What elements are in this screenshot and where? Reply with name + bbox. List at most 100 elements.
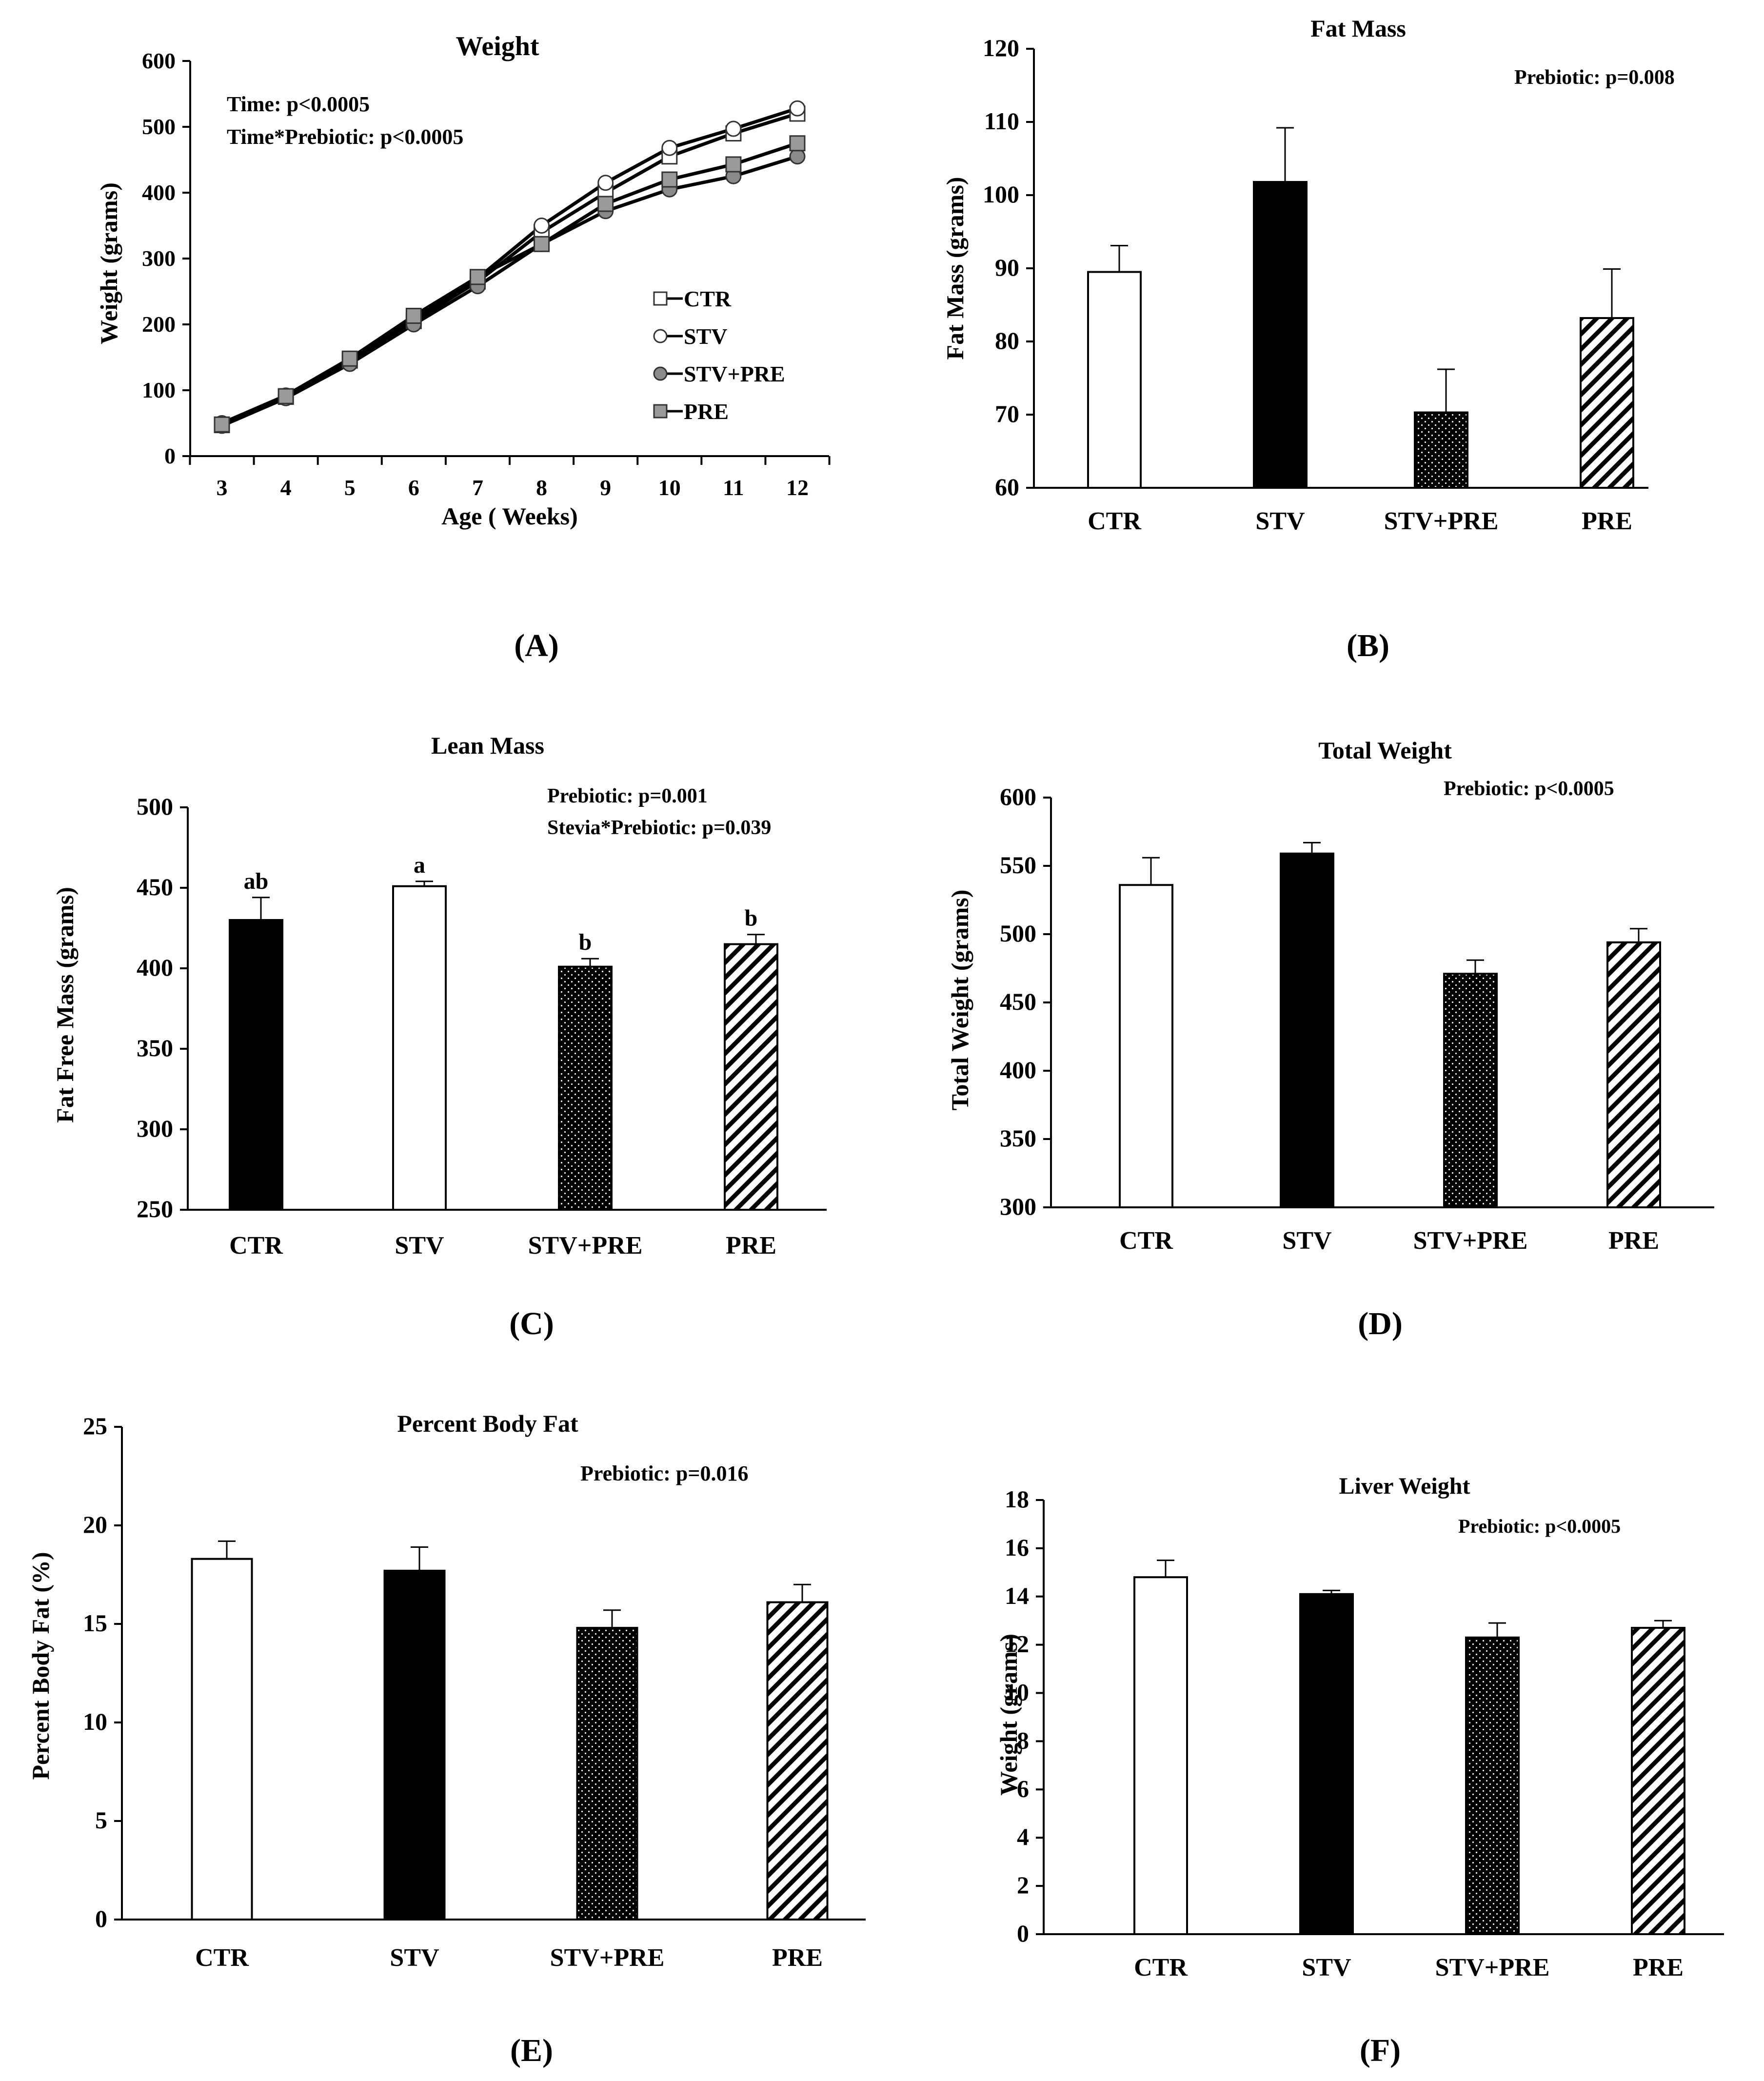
- stat-annotation: Stevia*Prebiotic: p=0.039: [547, 817, 771, 839]
- panel-a-weight-line-chart: Weight Time: p<0.0005 Time*Prebiotic: p<0.…: [95, 31, 831, 530]
- y-tick-label: 100: [983, 180, 1019, 208]
- x-tick-label: PRE: [1582, 507, 1632, 535]
- legend-label: PRE: [684, 399, 729, 424]
- x-tick-label: CTR: [1119, 1227, 1173, 1255]
- x-tick-label: 12: [786, 475, 809, 500]
- data-point: [277, 388, 294, 404]
- x-tick-label: STV: [390, 1944, 439, 1972]
- bar: [1119, 884, 1173, 1208]
- x-tick-label: STV+PRE: [1435, 1954, 1550, 1981]
- y-tick-label: 90: [995, 254, 1019, 281]
- data-point: [597, 196, 614, 212]
- x-tick-label: PRE: [726, 1232, 776, 1260]
- data-point: [469, 269, 486, 285]
- data-point: [725, 120, 742, 137]
- y-tick-label: 300: [137, 1115, 173, 1142]
- stat-annotation: Prebiotic: p=0.008: [1514, 66, 1675, 89]
- chart-title: Percent Body Fat: [397, 1410, 578, 1437]
- x-tick-label: 9: [600, 475, 611, 500]
- x-tick-label: STV: [1302, 1954, 1351, 1981]
- significance-letter: b: [745, 905, 758, 931]
- data-point: [653, 366, 668, 381]
- data-point: [214, 416, 230, 433]
- x-tick-label: 11: [723, 475, 744, 500]
- bar: [229, 919, 283, 1211]
- y-tick-label: 450: [1000, 988, 1036, 1015]
- x-tick-label: CTR: [229, 1232, 283, 1260]
- y-tick-label: 500: [1000, 920, 1036, 947]
- x-tick-label: PRE: [1608, 1227, 1659, 1255]
- panel-label-e: (E): [510, 2033, 553, 2068]
- significance-letter: b: [579, 929, 592, 955]
- data-point: [341, 350, 358, 367]
- bar: [191, 1558, 253, 1921]
- stat-annotation: Prebiotic: p=0.016: [580, 1461, 748, 1485]
- x-tick-label: PRE: [772, 1944, 823, 1972]
- y-tick-label: 8: [1017, 1726, 1029, 1754]
- y-tick-label: 500: [137, 793, 173, 820]
- bar: [1299, 1593, 1354, 1935]
- x-tick-label: 4: [280, 475, 292, 500]
- stat-annotation: Prebiotic: p<0.0005: [1444, 778, 1614, 800]
- y-tick-label: 10: [1005, 1679, 1029, 1706]
- y-tick-label: 550: [1000, 851, 1036, 879]
- y-tick-label: 120: [983, 34, 1019, 61]
- bar: [383, 1569, 446, 1921]
- x-tick-label: STV+PRE: [1384, 507, 1499, 535]
- x-tick-label: STV+PRE: [528, 1232, 643, 1260]
- data-point: [661, 171, 678, 188]
- legend-label: CTR: [684, 286, 732, 311]
- data-point: [653, 404, 668, 419]
- panel-d-total-weight-bar-chart: Total Weight Prebiotic: p<0.0005 300 350 400…: [946, 737, 1714, 1255]
- data-point: [653, 291, 668, 306]
- stat-annotation: Time*Prebiotic: p<0.0005: [227, 125, 463, 149]
- data-point: [725, 156, 742, 173]
- chart-title: Total Weight: [1318, 737, 1452, 764]
- bar: [1580, 317, 1634, 489]
- y-tick-label: 18: [1005, 1485, 1029, 1513]
- panel-c-lean-mass-bar-chart: Lean Mass Prebiotic: p=0.001 Stevia*Prebio…: [51, 732, 827, 1260]
- y-tick-label: 300: [142, 246, 176, 271]
- y-tick-label: 350: [137, 1034, 173, 1061]
- panel-label-a: (A): [514, 628, 559, 663]
- x-tick-label: 7: [472, 475, 483, 500]
- chart-title: Fat Mass: [1310, 15, 1406, 42]
- y-tick-label: 200: [142, 312, 176, 337]
- x-tick-label: STV: [395, 1232, 444, 1260]
- y-tick-label: 80: [995, 327, 1019, 354]
- y-tick-label: 4: [1017, 1823, 1029, 1850]
- y-tick-label: 25: [83, 1412, 107, 1440]
- bar: [1606, 941, 1661, 1209]
- y-axis-label: Fat Free Mass (grams): [51, 887, 79, 1123]
- data-point: [789, 100, 806, 117]
- y-tick-label: 300: [1000, 1193, 1036, 1220]
- y-tick-label: 70: [995, 400, 1019, 427]
- y-tick-label: 600: [1000, 783, 1036, 810]
- bar: [1443, 973, 1498, 1208]
- x-tick-label: STV: [1282, 1227, 1331, 1255]
- data-point: [405, 307, 422, 324]
- y-axis-label: Total Weight (grams): [946, 890, 973, 1111]
- significance-letter: ab: [244, 868, 269, 894]
- y-axis-label: Percent Body Fat (%): [27, 1552, 54, 1780]
- bar: [1465, 1636, 1520, 1935]
- data-point: [789, 135, 806, 152]
- y-tick-label: 500: [142, 114, 176, 139]
- y-tick-label: 0: [1017, 1920, 1029, 1947]
- bar: [1280, 852, 1334, 1209]
- data-point: [534, 218, 550, 234]
- y-tick-label: 20: [83, 1511, 107, 1538]
- y-tick-label: 10: [83, 1708, 107, 1735]
- stat-annotation: Time: p<0.0005: [227, 92, 370, 116]
- bar: [558, 965, 613, 1211]
- y-tick-label: 400: [142, 180, 176, 205]
- stat-annotation: Prebiotic: p<0.0005: [1458, 1515, 1621, 1537]
- y-tick-label: 0: [164, 443, 176, 468]
- x-tick-label: STV+PRE: [1413, 1227, 1528, 1255]
- y-tick-label: 15: [83, 1609, 107, 1637]
- x-tick-label: CTR: [195, 1944, 249, 1972]
- y-tick-label: 14: [1005, 1582, 1029, 1609]
- significance-letter: a: [414, 852, 425, 878]
- data-point: [661, 140, 678, 156]
- panel-label-f: (F): [1360, 2033, 1401, 2068]
